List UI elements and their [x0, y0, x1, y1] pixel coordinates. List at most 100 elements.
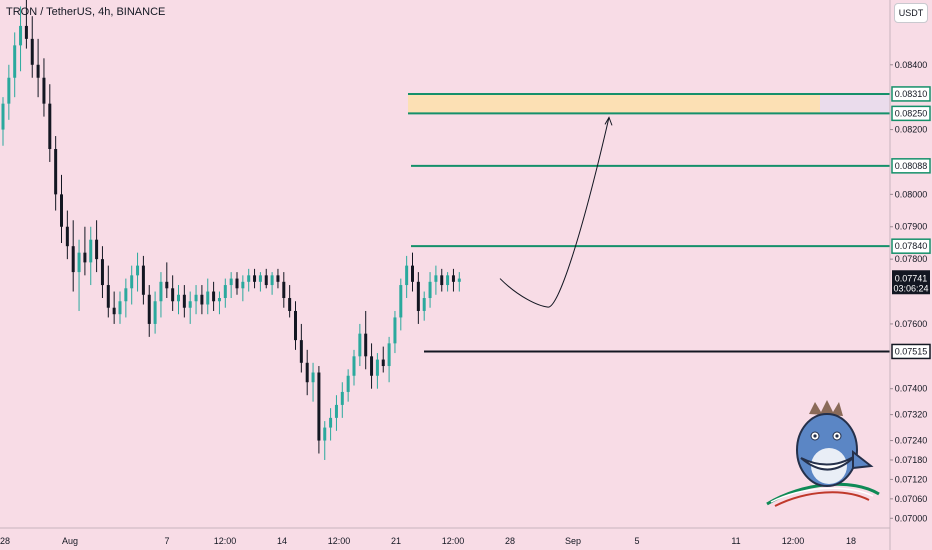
time-label: 5	[634, 536, 639, 546]
candle-body	[194, 294, 198, 302]
level-tag	[891, 105, 931, 122]
projection-curve	[499, 117, 610, 308]
candle-body	[217, 298, 221, 302]
candle-body	[299, 340, 303, 363]
candle-body	[416, 281, 420, 311]
time-label: 28	[505, 536, 515, 546]
candle-body	[340, 391, 344, 405]
candle-body	[60, 194, 63, 227]
candle-body	[77, 252, 81, 273]
candle-body	[118, 301, 122, 315]
candle-body	[223, 285, 227, 299]
candle-body	[83, 252, 87, 263]
candle-body	[381, 359, 385, 367]
time-label: Sep	[565, 536, 581, 546]
candle-body	[422, 298, 426, 311]
price-tick-label: 0.07900	[895, 222, 928, 232]
last-price-box	[892, 270, 930, 295]
candle-body	[282, 281, 286, 299]
price-axis: 0.08400 0.08200 0.08000 0.07900 0.07800 0.076…	[889, 0, 928, 550]
candle-body	[352, 356, 356, 376]
level-price-label: 0.07515	[895, 346, 928, 356]
time-label: Aug	[62, 536, 78, 546]
candle-body	[42, 77, 46, 104]
candle-body	[48, 103, 52, 150]
candle-body	[323, 427, 327, 441]
candle-body	[212, 291, 216, 302]
candles	[1, 0, 461, 460]
level-tag	[891, 158, 931, 174]
candle-body	[270, 275, 274, 286]
time-label: 18	[846, 536, 856, 546]
candle-body	[440, 275, 444, 286]
candle-body	[206, 291, 210, 305]
time-label: 12:00	[328, 536, 351, 546]
candle-body	[428, 281, 432, 299]
time-label: 14	[277, 536, 287, 546]
symbol-title: TRON / TetherUS, 4h, BINANCE	[6, 6, 166, 18]
price-tick-label: 0.07000	[895, 513, 928, 523]
candle-body	[229, 278, 233, 286]
price-tick-label: 0.07120	[895, 474, 928, 484]
candle-body	[370, 356, 374, 376]
candle-body	[334, 404, 338, 418]
candle-body	[147, 294, 151, 324]
target-zone-fill	[408, 93, 820, 114]
candle-body	[24, 25, 28, 39]
shark-mascot-icon	[766, 400, 880, 507]
candle-body	[375, 359, 379, 376]
candle-body	[317, 372, 321, 441]
time-label: 12:00	[442, 536, 465, 546]
candle-body	[19, 25, 23, 46]
candle-body	[411, 265, 414, 282]
candle-body	[141, 265, 145, 295]
candle-body	[305, 362, 309, 383]
time-label: 28	[0, 536, 10, 546]
candle-body	[393, 317, 397, 344]
candle-body	[276, 275, 280, 282]
price-tick-label: 0.08200	[895, 125, 928, 135]
candle-countdown: 03:06:24	[893, 283, 928, 293]
target-zone	[408, 93, 890, 114]
candle-body	[294, 310, 297, 341]
price-tick-label: 0.08000	[895, 189, 928, 199]
candle-body	[136, 265, 140, 276]
candle-body	[434, 275, 438, 282]
price-tick-label: 0.07060	[895, 494, 928, 504]
time-axis: 28 Aug 7 12:00 14 12:00 21 12:00 28 Sep 5 11 12:00 18	[0, 527, 890, 546]
candle-body	[13, 45, 17, 78]
level-price-label: 0.08310	[895, 89, 928, 99]
candle-body	[182, 294, 186, 308]
candle-body	[112, 307, 116, 315]
candle-body	[89, 239, 93, 263]
level-price-label: 0.08088	[895, 161, 928, 171]
level-price-label: 0.07840	[895, 241, 928, 251]
candle-body	[329, 417, 333, 428]
time-label: 21	[391, 536, 401, 546]
candle-body	[54, 149, 58, 195]
candle-body	[387, 343, 391, 367]
currency-button[interactable]: USDT	[894, 3, 928, 23]
time-label: 7	[164, 536, 169, 546]
price-tick-label: 0.07600	[895, 319, 928, 329]
candle-body	[1, 103, 5, 130]
level-tag	[891, 238, 931, 254]
price-tick-label: 0.07320	[895, 410, 928, 420]
candle-body	[311, 372, 315, 383]
candle-body	[106, 285, 110, 308]
candle-body	[65, 226, 69, 247]
target-zone-tail	[820, 93, 890, 114]
candle-body	[71, 246, 75, 273]
axis-price-labels: 0.08310 0.08250 0.08088 0.07840 0.07515 0.077…	[891, 86, 931, 360]
price-tick-label: 0.07800	[895, 254, 928, 264]
candle-body	[264, 275, 268, 286]
candle-body	[346, 375, 350, 392]
candle-body	[288, 298, 292, 311]
price-tick-label: 0.08400	[895, 60, 928, 70]
candle-body	[253, 275, 257, 282]
candle-body	[177, 294, 180, 302]
candle-body	[235, 278, 239, 289]
level-tag	[891, 343, 931, 360]
candle-body	[247, 275, 251, 282]
